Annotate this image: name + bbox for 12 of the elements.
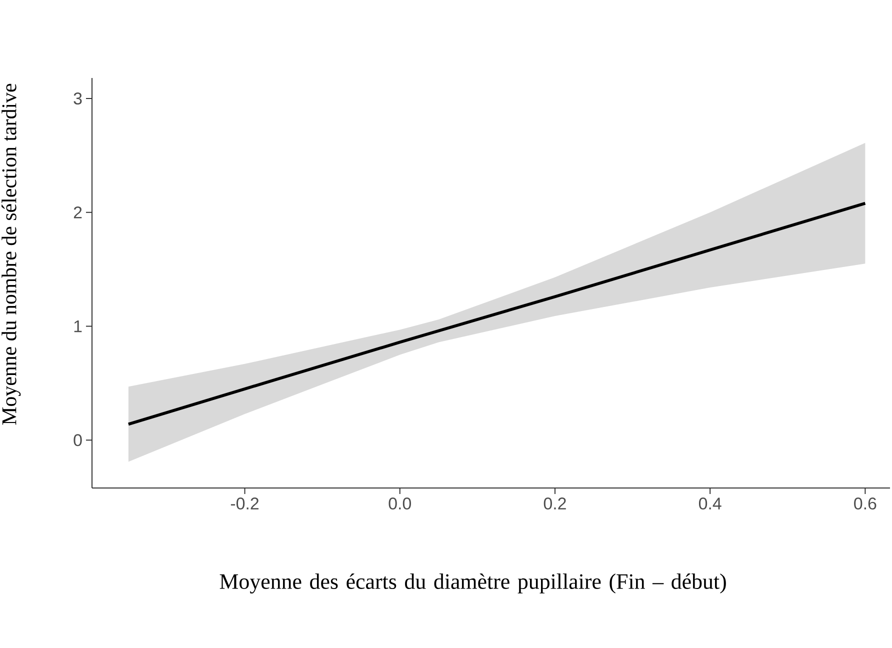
y-tick-label: 3 [74, 92, 82, 104]
y-tick-label: 1 [74, 320, 82, 332]
x-tick-label: 0.4 [698, 498, 722, 510]
line-series [126, 202, 867, 426]
x-axis-title: Moyenne des écarts du diamètre pupillaire (Fin – début) [220, 574, 726, 594]
x-tick-label: 0.6 [854, 498, 876, 510]
y-tick-label: 0 [74, 434, 82, 446]
y-axis-title: Moyenne du nombre de sélection tardive [2, 84, 21, 425]
x-tick-label: 0.2 [544, 498, 566, 510]
x-tick-label: 0.0 [388, 498, 411, 510]
y-tick-label: 2 [74, 206, 82, 218]
x-tick-label: -0.2 [230, 498, 259, 510]
